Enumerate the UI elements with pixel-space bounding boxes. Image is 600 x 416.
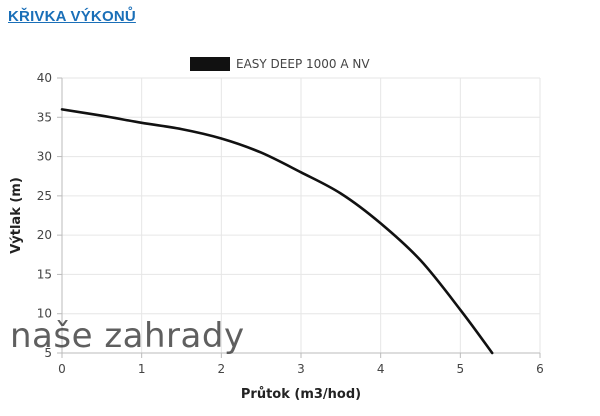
y-tick-label: 5 <box>44 346 52 360</box>
x-axis-title: Průtok (m3/hod) <box>241 387 361 402</box>
y-tick-label: 15 <box>37 267 52 281</box>
y-axis-title: Výtlak (m) <box>9 177 24 254</box>
x-tick-label: 6 <box>536 362 544 376</box>
y-tick-label: 30 <box>37 150 52 164</box>
legend-swatch <box>190 57 230 71</box>
y-tick-label: 35 <box>37 110 52 124</box>
x-tick-label: 1 <box>138 362 146 376</box>
y-tick-label: 25 <box>37 189 52 203</box>
y-tick-label: 20 <box>37 228 52 242</box>
x-axis-ticks: 0 1 2 3 4 5 6 <box>58 353 544 376</box>
x-tick-label: 3 <box>297 362 305 376</box>
x-tick-label: 5 <box>457 362 465 376</box>
series-line-easy-deep <box>60 108 494 355</box>
legend-label: EASY DEEP 1000 A NV <box>236 57 370 71</box>
x-tick-label: 0 <box>58 362 66 376</box>
x-tick-label: 4 <box>377 362 385 376</box>
performance-curve-heading-link[interactable]: KŘIVKA VÝKONŮ <box>8 8 136 25</box>
y-tick-label: 40 <box>37 71 52 85</box>
legend: EASY DEEP 1000 A NV <box>190 57 370 71</box>
y-tick-label: 10 <box>37 307 52 321</box>
x-tick-label: 2 <box>218 362 226 376</box>
y-axis-ticks: 5 10 15 20 25 30 35 40 <box>37 71 62 360</box>
series-lines <box>60 108 494 355</box>
grid-lines <box>61 77 541 354</box>
